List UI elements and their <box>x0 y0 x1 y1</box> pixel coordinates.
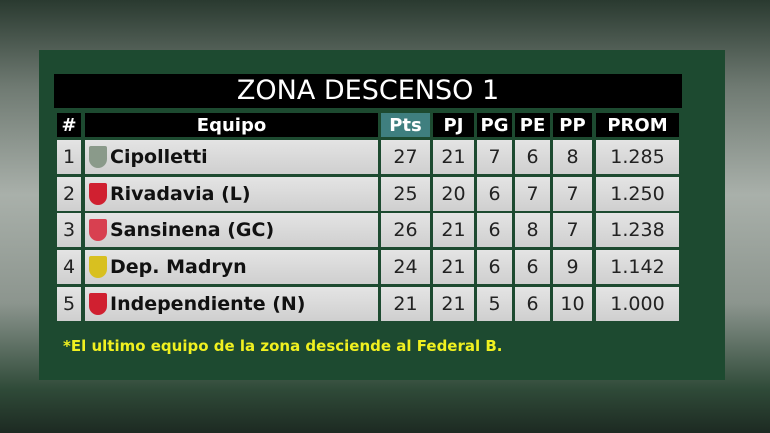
row-1-won: 7 <box>477 140 512 174</box>
row-1-played: 21 <box>433 140 474 174</box>
row-2-position: 2 <box>57 177 81 211</box>
table-title: ZONA DESCENSO 1 <box>54 74 682 108</box>
row-2-average: 1.250 <box>596 177 679 211</box>
header-played[interactable]: PJ <box>433 113 474 137</box>
row-1-team: Cipolletti <box>85 140 378 174</box>
row-4-drawn: 6 <box>515 250 550 284</box>
row-4-position: 4 <box>57 250 81 284</box>
row-5-team: Independiente (N) <box>85 287 378 321</box>
header-position[interactable]: # <box>57 113 81 137</box>
row-5-average: 1.000 <box>596 287 679 321</box>
row-4-won: 6 <box>477 250 512 284</box>
header-won[interactable]: PG <box>477 113 512 137</box>
header-average[interactable]: PROM <box>596 113 679 137</box>
team-name: Cipolletti <box>110 146 208 168</box>
row-4-average: 1.142 <box>596 250 679 284</box>
row-4-team: Dep. Madryn <box>85 250 378 284</box>
row-2-won: 6 <box>477 177 512 211</box>
row-3-played: 21 <box>433 213 474 247</box>
team-name: Independiente (N) <box>110 293 306 315</box>
row-5-drawn: 6 <box>515 287 550 321</box>
row-3-position: 3 <box>57 213 81 247</box>
row-1-average: 1.285 <box>596 140 679 174</box>
row-3-points: 26 <box>381 213 430 247</box>
row-2-drawn: 7 <box>515 177 550 211</box>
madryn-crest-icon <box>89 256 107 278</box>
row-1-drawn: 6 <box>515 140 550 174</box>
row-5-points: 21 <box>381 287 430 321</box>
independiente-crest-icon <box>89 293 107 315</box>
standings-panel: ZONA DESCENSO 1 *El ultimo equipo de la … <box>39 50 725 380</box>
row-3-lost: 7 <box>553 213 592 247</box>
row-4-lost: 9 <box>553 250 592 284</box>
cipolletti-crest-icon <box>89 146 107 168</box>
header-lost[interactable]: PP <box>553 113 592 137</box>
row-2-lost: 7 <box>553 177 592 211</box>
team-name: Dep. Madryn <box>110 256 247 278</box>
row-3-average: 1.238 <box>596 213 679 247</box>
row-5-lost: 10 <box>553 287 592 321</box>
row-1-position: 1 <box>57 140 81 174</box>
row-3-team: Sansinena (GC) <box>85 213 378 247</box>
header-points[interactable]: Pts <box>381 113 430 137</box>
row-2-played: 20 <box>433 177 474 211</box>
row-1-lost: 8 <box>553 140 592 174</box>
rivadavia-crest-icon <box>89 183 107 205</box>
row-2-team: Rivadavia (L) <box>85 177 378 211</box>
row-5-played: 21 <box>433 287 474 321</box>
row-3-drawn: 8 <box>515 213 550 247</box>
header-drawn[interactable]: PE <box>515 113 550 137</box>
team-name: Rivadavia (L) <box>110 183 251 205</box>
row-4-points: 24 <box>381 250 430 284</box>
row-2-points: 25 <box>381 177 430 211</box>
header-team[interactable]: Equipo <box>85 113 378 137</box>
footnote: *El ultimo equipo de la zona desciende a… <box>63 337 503 355</box>
row-5-won: 5 <box>477 287 512 321</box>
row-5-position: 5 <box>57 287 81 321</box>
row-1-points: 27 <box>381 140 430 174</box>
sansinena-crest-icon <box>89 219 107 241</box>
team-name: Sansinena (GC) <box>110 219 275 241</box>
row-4-played: 21 <box>433 250 474 284</box>
row-3-won: 6 <box>477 213 512 247</box>
